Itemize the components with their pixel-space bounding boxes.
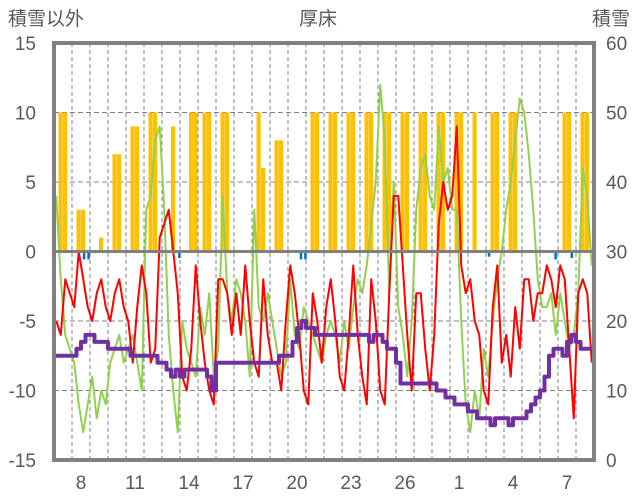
bar [369, 112, 374, 252]
bar [256, 112, 261, 252]
bar [112, 154, 117, 252]
bar [490, 112, 495, 252]
bar [58, 112, 63, 252]
bar [472, 112, 477, 252]
bar [418, 112, 423, 252]
bar [400, 112, 405, 252]
right-tick-label: 0 [606, 451, 617, 472]
bar [382, 112, 387, 252]
bar [153, 112, 158, 252]
bar [207, 112, 212, 252]
blue-mark [554, 251, 557, 260]
bar [76, 209, 81, 252]
x-tick-label: 4 [508, 473, 519, 494]
x-tick-label: 17 [232, 473, 253, 494]
bar [148, 112, 153, 252]
bar [135, 126, 140, 252]
bar [423, 112, 428, 252]
left-tick-label: 5 [25, 173, 36, 194]
blue-mark [570, 251, 574, 259]
blue-mark [304, 251, 307, 260]
blue-mark [299, 251, 303, 260]
blue-mark [82, 251, 86, 260]
bar [117, 154, 122, 252]
left-tick-labels: 15 10 5 0 -5 -10 -15 [9, 34, 36, 472]
bar [130, 126, 135, 252]
bar [274, 140, 279, 252]
bar [261, 168, 266, 252]
bar [495, 112, 500, 252]
bar [405, 112, 410, 252]
plot-frame [52, 41, 596, 462]
left-tick-label: -15 [9, 451, 36, 472]
blue-marks [82, 251, 574, 260]
x-tick-label: 11 [125, 473, 145, 494]
green-series-line [55, 83, 593, 434]
right-tick-label: 10 [606, 382, 627, 403]
bar [454, 112, 459, 252]
left-tick-label: -10 [9, 382, 36, 403]
bar [351, 112, 356, 252]
bar [436, 112, 441, 252]
left-tick-label: 10 [15, 104, 36, 125]
bar [99, 237, 104, 252]
blue-mark [487, 251, 491, 257]
x-tick-label: 8 [76, 473, 87, 494]
blue-mark [87, 251, 90, 260]
bar [513, 112, 518, 252]
bar [279, 140, 284, 252]
right-tick-label: 60 [606, 34, 627, 55]
bar [202, 112, 207, 252]
bar [220, 112, 225, 252]
x-tick-label: 26 [394, 473, 415, 494]
left-tick-label: 15 [15, 34, 36, 55]
bar [585, 112, 590, 252]
left-axis-title: 積雪以外 [8, 8, 84, 30]
bar [387, 112, 392, 252]
bar [567, 112, 572, 252]
bar [315, 112, 320, 252]
right-tick-labels: 60 50 40 30 20 10 0 [606, 34, 627, 472]
bar [459, 112, 464, 252]
left-tick-label: -5 [19, 312, 36, 333]
bar [171, 126, 176, 252]
bar [63, 112, 68, 252]
bar [193, 112, 198, 252]
snow-depth-line [54, 319, 594, 428]
bar [328, 112, 333, 252]
x-tick-label: 23 [340, 473, 361, 494]
x-tick-labels: 8 11 14 17 20 23 26 1 4 7 [76, 473, 573, 494]
right-tick-label: 50 [606, 104, 627, 125]
right-axis-title: 積雪 [592, 8, 630, 30]
bar [333, 112, 338, 252]
bar [310, 112, 315, 252]
right-tick-label: 40 [606, 173, 627, 194]
right-tick-label: 20 [606, 312, 627, 333]
x-tick-label: 20 [286, 473, 307, 494]
bar [225, 112, 230, 252]
orange-bars [58, 112, 590, 252]
bar [189, 112, 194, 252]
left-tick-label: 0 [25, 243, 36, 264]
x-tick-label: 14 [178, 473, 200, 494]
bar [346, 112, 351, 252]
blue-mark [178, 251, 181, 259]
bar [81, 209, 86, 252]
right-tick-label: 30 [606, 243, 627, 264]
x-tick-label: 1 [454, 473, 465, 494]
bar [562, 112, 567, 252]
chart-title: 厚床 [299, 8, 337, 30]
bar [364, 112, 369, 252]
x-tick-label: 7 [562, 473, 573, 494]
